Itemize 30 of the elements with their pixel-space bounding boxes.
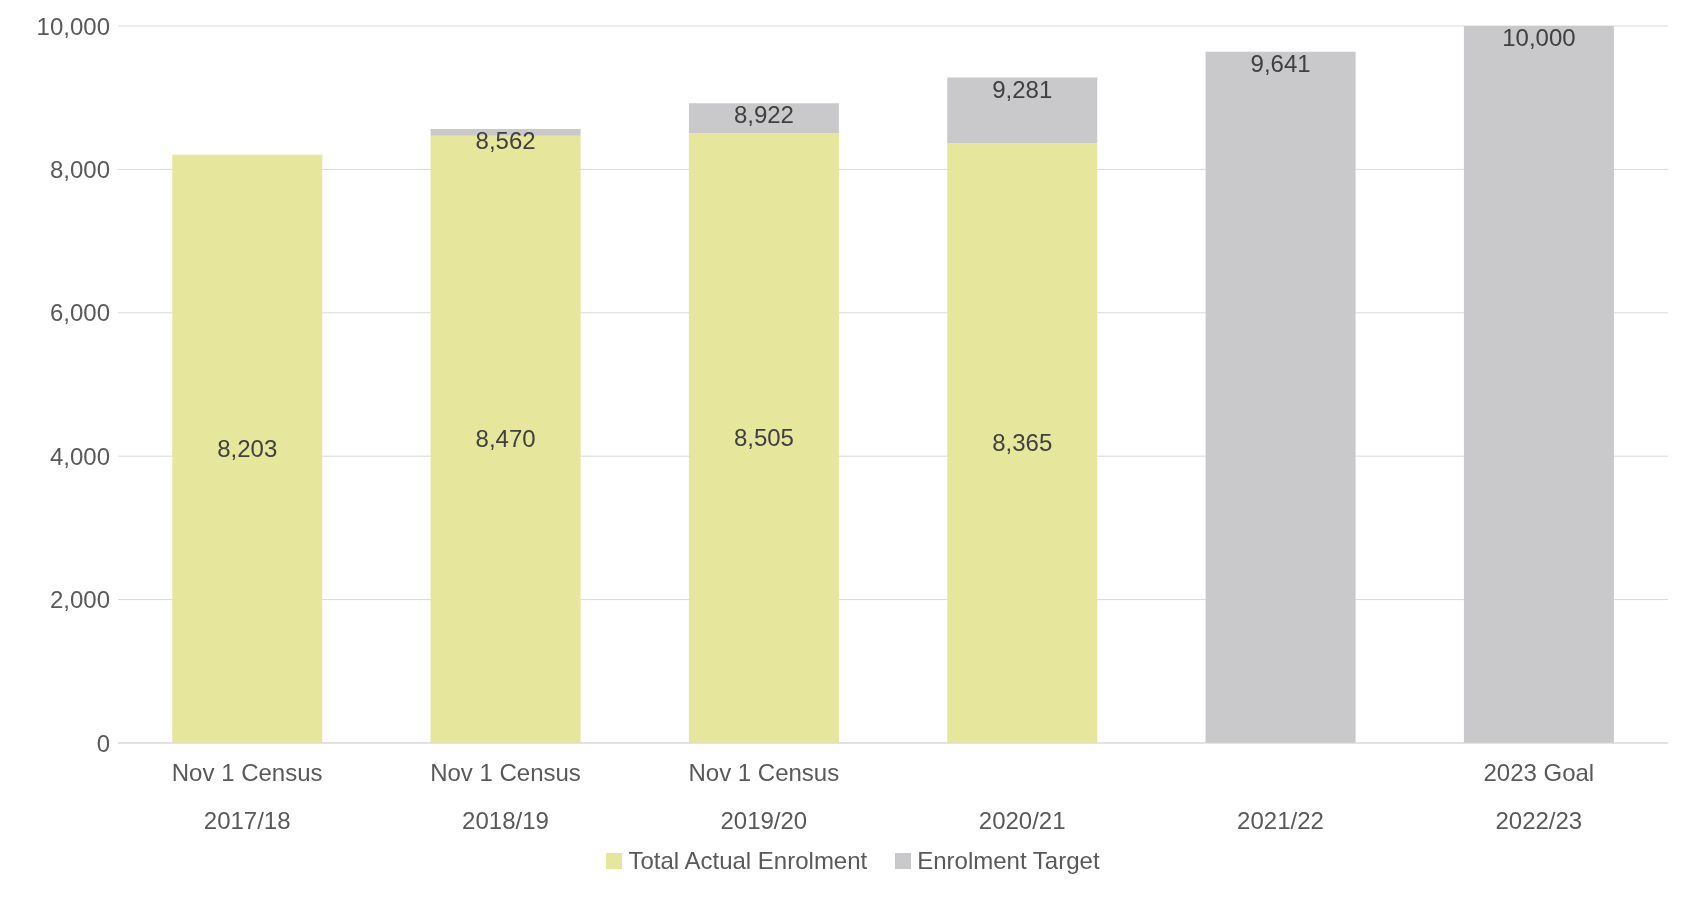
total-label: 9,281 xyxy=(992,75,1053,103)
y-tick-label: 8,000 xyxy=(49,155,110,183)
total-label: 8,562 xyxy=(475,127,536,155)
total-label: 8,922 xyxy=(733,101,794,129)
x-tick-label: Nov 1 Census 2019/20 xyxy=(688,759,840,834)
x-tick-label: Nov 1 Census 2017/18 xyxy=(171,759,323,834)
total-label: 9,641 xyxy=(1250,49,1311,77)
data-label: 8,505 xyxy=(733,424,794,452)
bar xyxy=(172,154,323,743)
x-tick-label: 2020/21 xyxy=(978,807,1066,834)
total-label: 10,000 xyxy=(1502,24,1576,51)
legend-label: Total Actual Enrolment xyxy=(627,847,868,875)
bar xyxy=(688,133,839,743)
y-tick-label: 4,000 xyxy=(49,442,110,470)
data-label: 8,365 xyxy=(992,429,1053,457)
y-tick-label: 0 xyxy=(96,729,110,757)
bar xyxy=(688,103,839,134)
bar xyxy=(1463,26,1614,743)
x-tick-label: 2021/22 xyxy=(1237,807,1324,834)
x-tick-label: Nov 1 Census 2018/19 xyxy=(430,759,581,834)
y-tick-label: 10,000 xyxy=(36,12,110,40)
x-tick-label: 2023 Goal 2022/23 xyxy=(1483,759,1595,834)
bar xyxy=(947,77,1098,144)
legend-label: Enrolment Target xyxy=(916,847,1100,875)
y-tick-label: 6,000 xyxy=(49,299,110,327)
bar xyxy=(947,143,1098,743)
data-label: 8,470 xyxy=(475,425,536,453)
y-tick-label: 2,000 xyxy=(49,586,110,614)
bar xyxy=(1205,51,1356,743)
data-label: 8,203 xyxy=(217,434,278,462)
